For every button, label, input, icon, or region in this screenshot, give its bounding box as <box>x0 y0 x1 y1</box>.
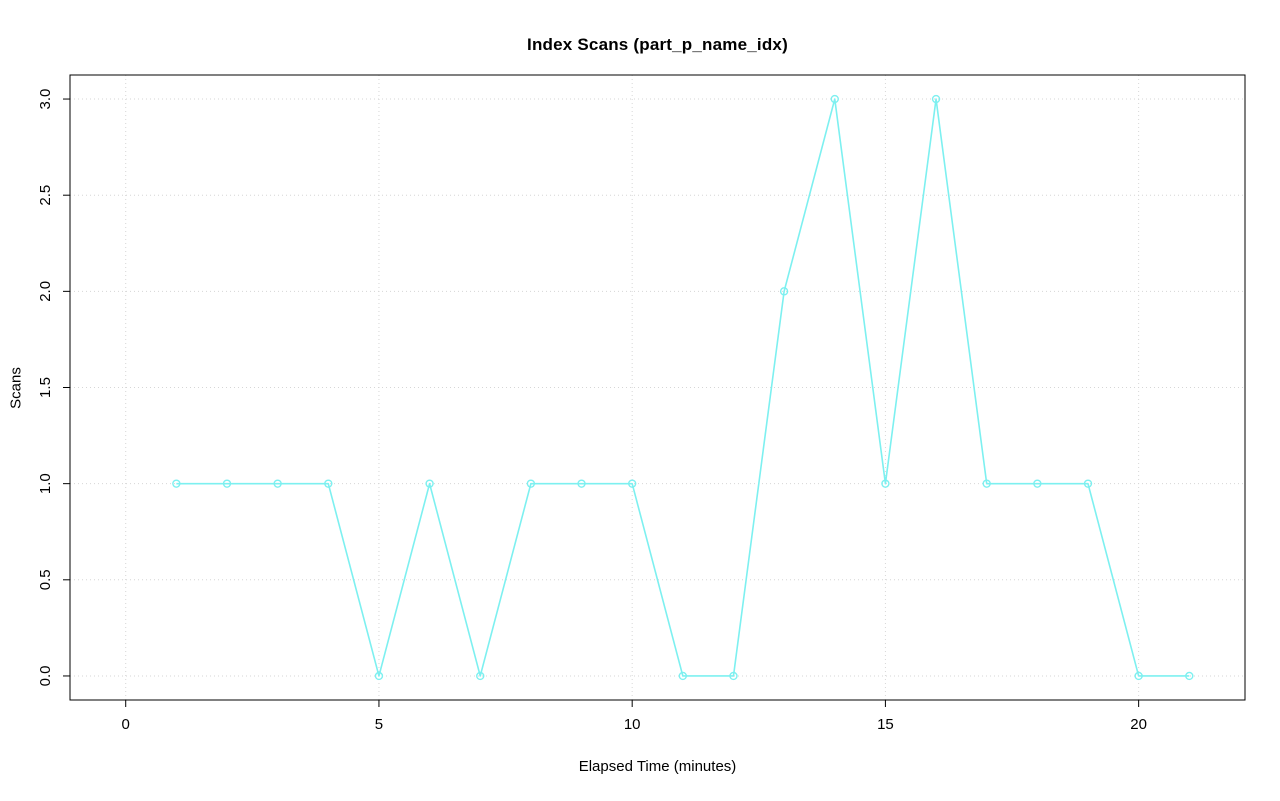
x-axis-title: Elapsed Time (minutes) <box>578 758 737 775</box>
y-tick-label: 0.0 <box>37 666 54 687</box>
y-tick-label: 1.0 <box>37 473 54 494</box>
axis-ticks <box>63 98 1140 707</box>
data-point <box>982 479 991 488</box>
x-tick-label: 10 <box>624 716 641 733</box>
data-point <box>931 94 941 104</box>
data-point <box>1083 479 1093 488</box>
x-tick-label: 0 <box>122 716 130 733</box>
data-point <box>324 479 333 488</box>
series-points <box>172 94 1194 681</box>
x-tick-label: 20 <box>1130 716 1147 733</box>
data-point <box>830 94 839 104</box>
y-tick-label: 3.0 <box>37 89 54 110</box>
series-line <box>176 98 1190 677</box>
x-tick-label: 15 <box>877 716 894 733</box>
data-point <box>476 671 485 681</box>
y-tick-label: 2.5 <box>37 185 54 206</box>
y-tick-label: 2.0 <box>37 281 54 302</box>
y-tick-label: 0.5 <box>37 569 54 590</box>
tick-labels: 0 5 10 15 20 0.0 0.5 1.0 1.5 2.0 2.5 3.0 <box>37 89 1147 733</box>
data-point <box>222 479 232 488</box>
data-point <box>881 479 890 488</box>
data-point <box>1134 671 1143 681</box>
gridlines <box>70 75 1245 700</box>
data-point <box>374 671 384 681</box>
y-axis-title: Scans <box>7 367 25 409</box>
data-point <box>172 479 181 488</box>
data-point <box>577 479 586 488</box>
data-point <box>627 479 637 488</box>
chart-title: Index Scans (part_p_name_idx) <box>527 35 788 54</box>
data-point <box>678 671 688 681</box>
data-point <box>425 479 434 488</box>
data-point <box>273 479 282 488</box>
data-point <box>729 671 738 681</box>
data-point <box>1033 479 1042 488</box>
y-tick-label: 1.5 <box>37 377 54 398</box>
data-point <box>779 287 789 296</box>
data-point <box>526 479 536 488</box>
data-point <box>1185 671 1194 681</box>
x-tick-label: 5 <box>375 716 383 733</box>
